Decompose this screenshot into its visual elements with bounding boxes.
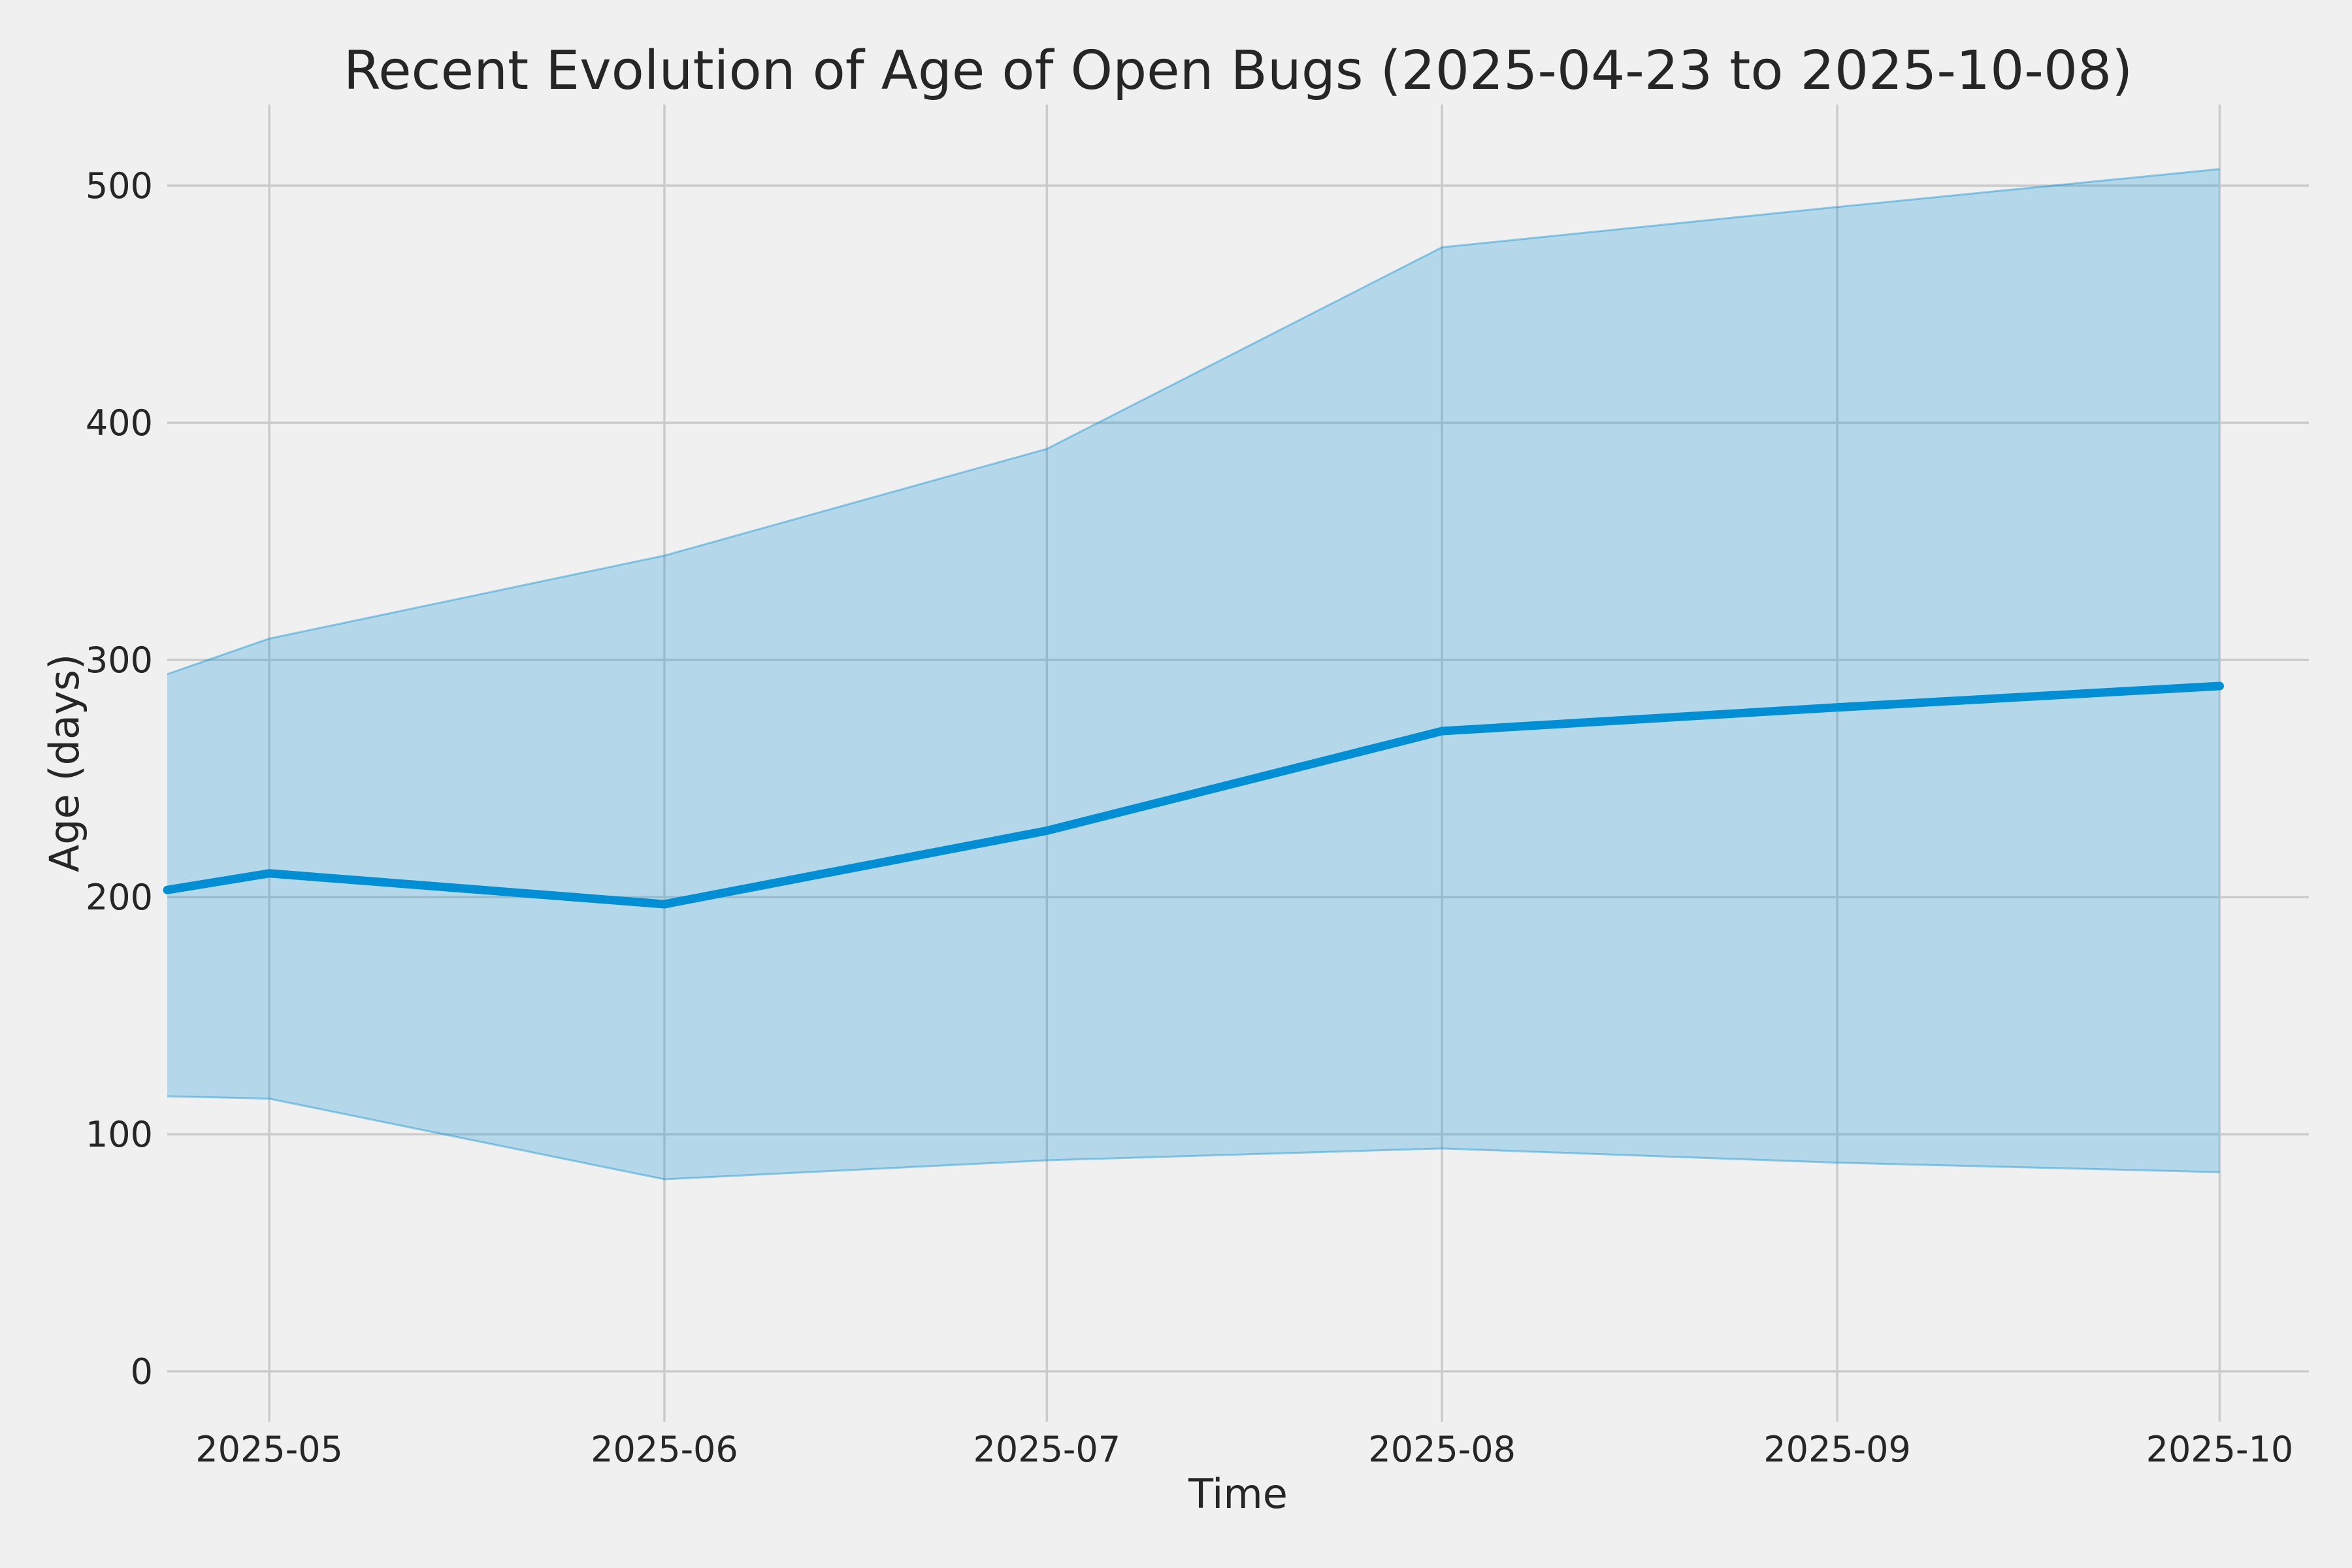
y-tick-label: 400 xyxy=(86,402,153,444)
y-tick-label: 0 xyxy=(131,1351,153,1392)
y-tick-label: 100 xyxy=(86,1114,153,1155)
y-tick-label: 500 xyxy=(86,165,153,206)
x-tick-label: 2025-09 xyxy=(1763,1429,1911,1470)
band-layer xyxy=(167,168,2220,1181)
x-tick-label: 2025-06 xyxy=(591,1429,738,1470)
band-upper-edge xyxy=(167,168,2220,676)
y-tick-label: 200 xyxy=(86,877,153,918)
y-axis-label: Age (days) xyxy=(41,654,88,872)
confidence-band xyxy=(167,169,2220,1180)
x-tick-label: 2025-08 xyxy=(1368,1429,1516,1470)
age-line xyxy=(163,681,2224,909)
y-tick-label: 300 xyxy=(86,640,153,681)
x-tick-label: 2025-05 xyxy=(195,1429,343,1470)
ticks-layer: 0 100 200 300 400 500 2025-05 2025-06 2025-07 202… xyxy=(86,165,2293,1470)
x-tick-label: 2025-10 xyxy=(2146,1429,2294,1470)
chart-title: Recent Evolution of Age of Open Bugs (20… xyxy=(344,40,2132,102)
line-layer xyxy=(163,681,2224,909)
x-tick-label: 2025-07 xyxy=(973,1429,1121,1470)
band-lower-edge xyxy=(167,1095,2220,1181)
x-axis-label: Time xyxy=(1188,1470,1288,1518)
